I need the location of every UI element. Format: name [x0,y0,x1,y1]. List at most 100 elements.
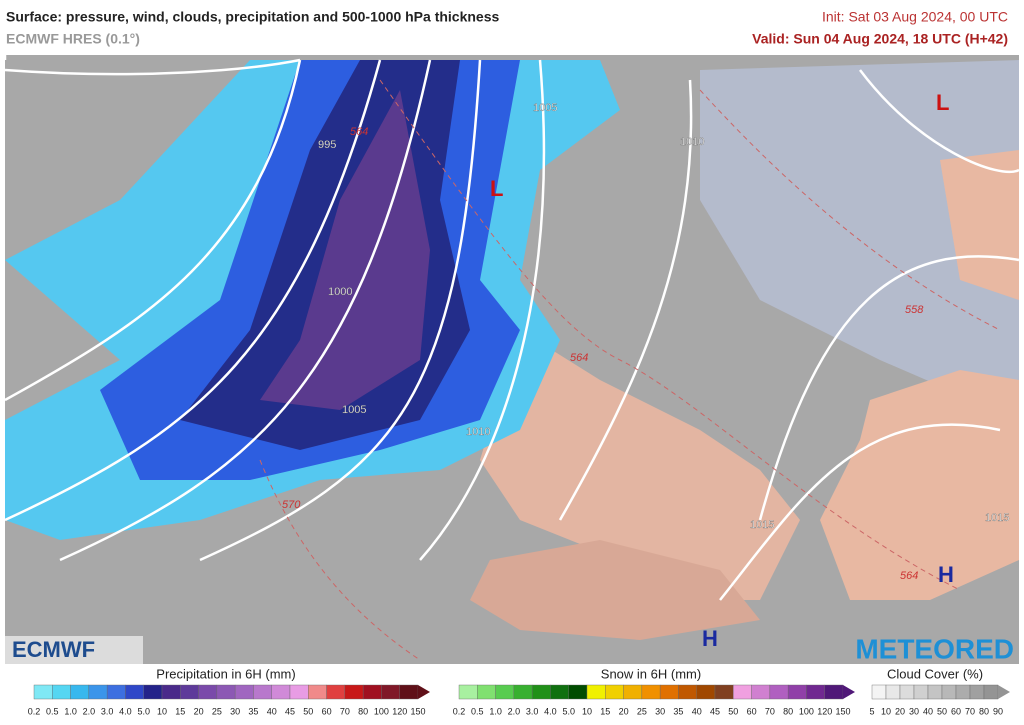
legend-tick-label: 120 [392,706,407,716]
legend-title: Snow in 6H (mm) [601,666,701,681]
legend-swatch [52,684,71,700]
legend-swatch [161,684,181,700]
legend-swatch [70,684,90,700]
legend-tick-label: 5.0 [562,706,575,716]
legend-arrow [843,685,855,699]
thickness-label: 564 [570,352,588,364]
legend-tick-label: 5 [869,706,874,716]
legend-swatch [714,684,734,700]
legend-swatch [871,684,887,700]
legend-swatch [326,684,346,700]
title: Surface: pressure, wind, clouds, precipi… [6,9,499,25]
legend-tick-label: 90 [993,706,1003,716]
legend-tick-label: 20 [619,706,629,716]
legend-swatch [308,684,327,700]
isobar-label: 1005 [342,404,366,416]
legend-tick-label: 0.5 [46,706,59,716]
legend-tick-label: 20 [194,706,204,716]
thickness-label: 564 [350,126,368,138]
legend-swatch [458,684,478,700]
thickness-label: 564 [900,570,918,582]
legend-swatch [733,684,752,700]
high-center: H [938,562,954,587]
legend-tick-label: 10 [881,706,891,716]
legend-tick-label: 50 [728,706,738,716]
legend-swatch [198,684,218,700]
legend-tick-label: 45 [285,706,295,716]
meteored-logo: METEORED [855,633,1014,664]
legend-tick-label: 60 [747,706,757,716]
legend-swatch [913,684,929,700]
legend-swatch [362,684,382,700]
legend-swatch [969,684,985,700]
legend-swatch [495,684,515,700]
precipitation-very-heavy [260,90,430,410]
legend-swatch [381,684,400,700]
legend-swatch [513,684,533,700]
legend-tick-label: 45 [710,706,720,716]
legend-tick-label: 30 [655,706,665,716]
legend-tick-label: 2.0 [508,706,521,716]
legend-tick-label: 0.5 [471,706,484,716]
legend-swatch [605,684,624,700]
legend-tick-label: 40 [692,706,702,716]
legend-tick-label: 10 [582,706,592,716]
legend-tick-label: 150 [410,706,425,716]
legend-swatch [234,684,254,700]
legend-tick-label: 50 [937,706,947,716]
legend: Precipitation in 6H (mm) 0.2 0.5 1.0 2.0 3.0 4… [28,666,1010,716]
legend-swatch [106,684,126,700]
legend-tick-label: 0.2 [453,706,466,716]
legend-tick-label: 25 [637,706,647,716]
legend-tick-label: 30 [909,706,919,716]
legend-swatch [787,684,807,700]
legend-tick-label: 15 [175,706,185,716]
legend-swatch [927,684,943,700]
low-center: L [490,176,503,201]
isobar-label: 1015 [750,519,774,531]
legend-tick-label: 4.0 [544,706,557,716]
model: ECMWF HRES (0.1°) [6,31,140,47]
legend-swatch [344,684,364,700]
valid-time: Valid: Sun 04 Aug 2024, 18 UTC (H+42) [752,31,1008,47]
land [940,150,1019,300]
legend-swatch [143,684,163,700]
legend-swatch [550,684,569,700]
legend-tick-label: 80 [783,706,793,716]
legend-tick-label: 2.0 [83,706,96,716]
legend-swatch [751,684,771,700]
isobar-label: 995 [318,139,336,151]
legend-tick-label: 50 [303,706,313,716]
ecmwf-logo: ECMWF [12,637,95,662]
land [820,370,1019,600]
legend-tick-label: 0.2 [28,706,41,716]
legend-tick-label: 100 [374,706,389,716]
legend-arrow [998,685,1010,699]
legend-swatch [659,684,679,700]
legend-swatch [88,684,108,700]
legend-swatch [586,684,606,700]
legend-swatch [806,684,825,700]
legend-tick-label: 100 [799,706,814,716]
legend-swatch [216,684,236,700]
land [470,540,760,640]
init-time: Init: Sat 03 Aug 2024, 00 UTC [822,9,1008,25]
legend-swatch [531,684,551,700]
legend-tick-label: 10 [157,706,167,716]
legend-tick-label: 70 [765,706,775,716]
legend-tick-label: 40 [923,706,933,716]
legend-tick-label: 60 [951,706,961,716]
legend-swatch [941,684,957,700]
legend-swatch [289,684,309,700]
legend-swatch [125,684,144,700]
legend-tick-label: 30 [230,706,240,716]
isobar-label: 1015 [985,512,1009,524]
legend-tick-label: 4.0 [119,706,132,716]
legend-swatch [955,684,971,700]
legend-tick-label: 70 [965,706,975,716]
legend-tick-label: 120 [817,706,832,716]
legend-tick-label: 150 [835,706,850,716]
legend-swatch [477,684,496,700]
legend-swatch [824,684,844,700]
